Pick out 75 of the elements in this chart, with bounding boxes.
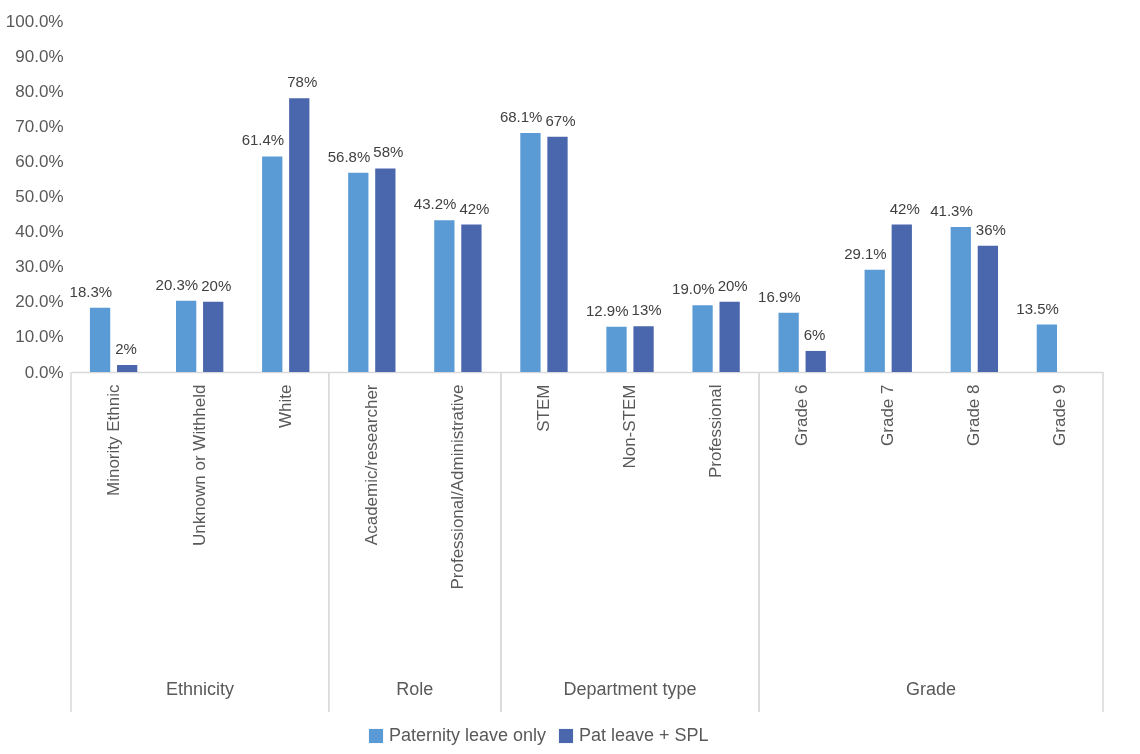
bar [805,350,826,372]
text: Ethnicity [165,679,234,699]
y-tick-label: 90.0% [15,46,64,66]
data-label: 18.3% [69,282,113,300]
bar [203,301,224,372]
data-label: 41.3% [930,202,973,220]
bar [778,312,799,372]
y-tick-label: 60.0% [15,151,64,171]
data-label: 19.0% [672,280,715,298]
bar [116,364,138,372]
data-label: 13.5% [1016,299,1059,317]
data-label: 20.3% [155,275,199,293]
x-tick-label: Professional [706,384,726,479]
data-label: 6% [803,325,826,343]
data-label: 68.1% [499,107,543,125]
bar [692,305,713,372]
x-tick-label: Grade 9 [1050,384,1070,446]
bar [1036,324,1058,372]
x-tick-label: Unknown or Withheld [189,384,209,547]
text: Department type [563,679,697,699]
x-tick-label: Academic/researcher [361,384,381,546]
x-tick-label: Professional/Administrative [447,384,467,590]
bar [891,224,912,372]
bar [606,326,627,372]
x-tick-label: White [275,384,295,428]
x-tick-label: Grade 8 [964,384,984,446]
bar [520,132,541,372]
bar [375,168,396,372]
bar [977,245,998,372]
data-label: 43.2% [413,195,457,213]
bar [547,136,568,372]
bar [719,301,740,372]
bar [633,326,654,372]
data-label: 16.9% [758,287,801,305]
x-tick-label: Grade 6 [792,384,812,446]
data-label: 20% [717,276,748,294]
text: Role [396,679,434,699]
data-label: 42% [889,199,920,217]
data-label: 13% [631,301,662,319]
y-tick-label: 40.0% [15,222,64,242]
x-tick-label: Grade 7 [878,384,898,446]
y-tick-label: 20.0% [15,292,64,312]
x-tick-label: STEM [533,384,553,432]
y-tick-label: 80.0% [15,81,64,101]
y-tick-label: 10.0% [15,327,64,347]
data-label: 2% [115,339,137,357]
legend-label: Pat leave + SPL [579,725,709,745]
bar [289,98,310,372]
x-tick-label: Minority Ethnic [103,384,123,496]
data-label: 61.4% [241,131,285,149]
bar [950,227,971,372]
bar [348,172,369,372]
data-label: 42% [459,199,490,217]
x-tick-label: Non-STEM [620,384,640,469]
y-tick-label: 30.0% [15,257,64,277]
data-label: 58% [373,143,404,161]
bar [461,224,482,372]
bar [262,156,283,372]
data-label: 67% [545,111,576,129]
bar [89,307,111,372]
data-label: 12.9% [585,301,629,319]
data-label: 36% [975,220,1006,238]
bar [176,300,197,372]
y-tick-label: 70.0% [15,116,64,136]
data-label: 78% [287,73,318,91]
legend-label: Paternity leave only [389,725,547,745]
data-label: 20% [201,276,232,294]
text: Grade [906,679,957,699]
bar [864,269,885,372]
y-tick-label: 50.0% [15,187,64,206]
data-label: 56.8% [327,147,371,165]
bar [434,220,455,372]
y-tick-label: 100.0% [5,11,64,31]
data-label: 29.1% [844,244,887,262]
y-tick-label: 0.0% [24,362,64,382]
